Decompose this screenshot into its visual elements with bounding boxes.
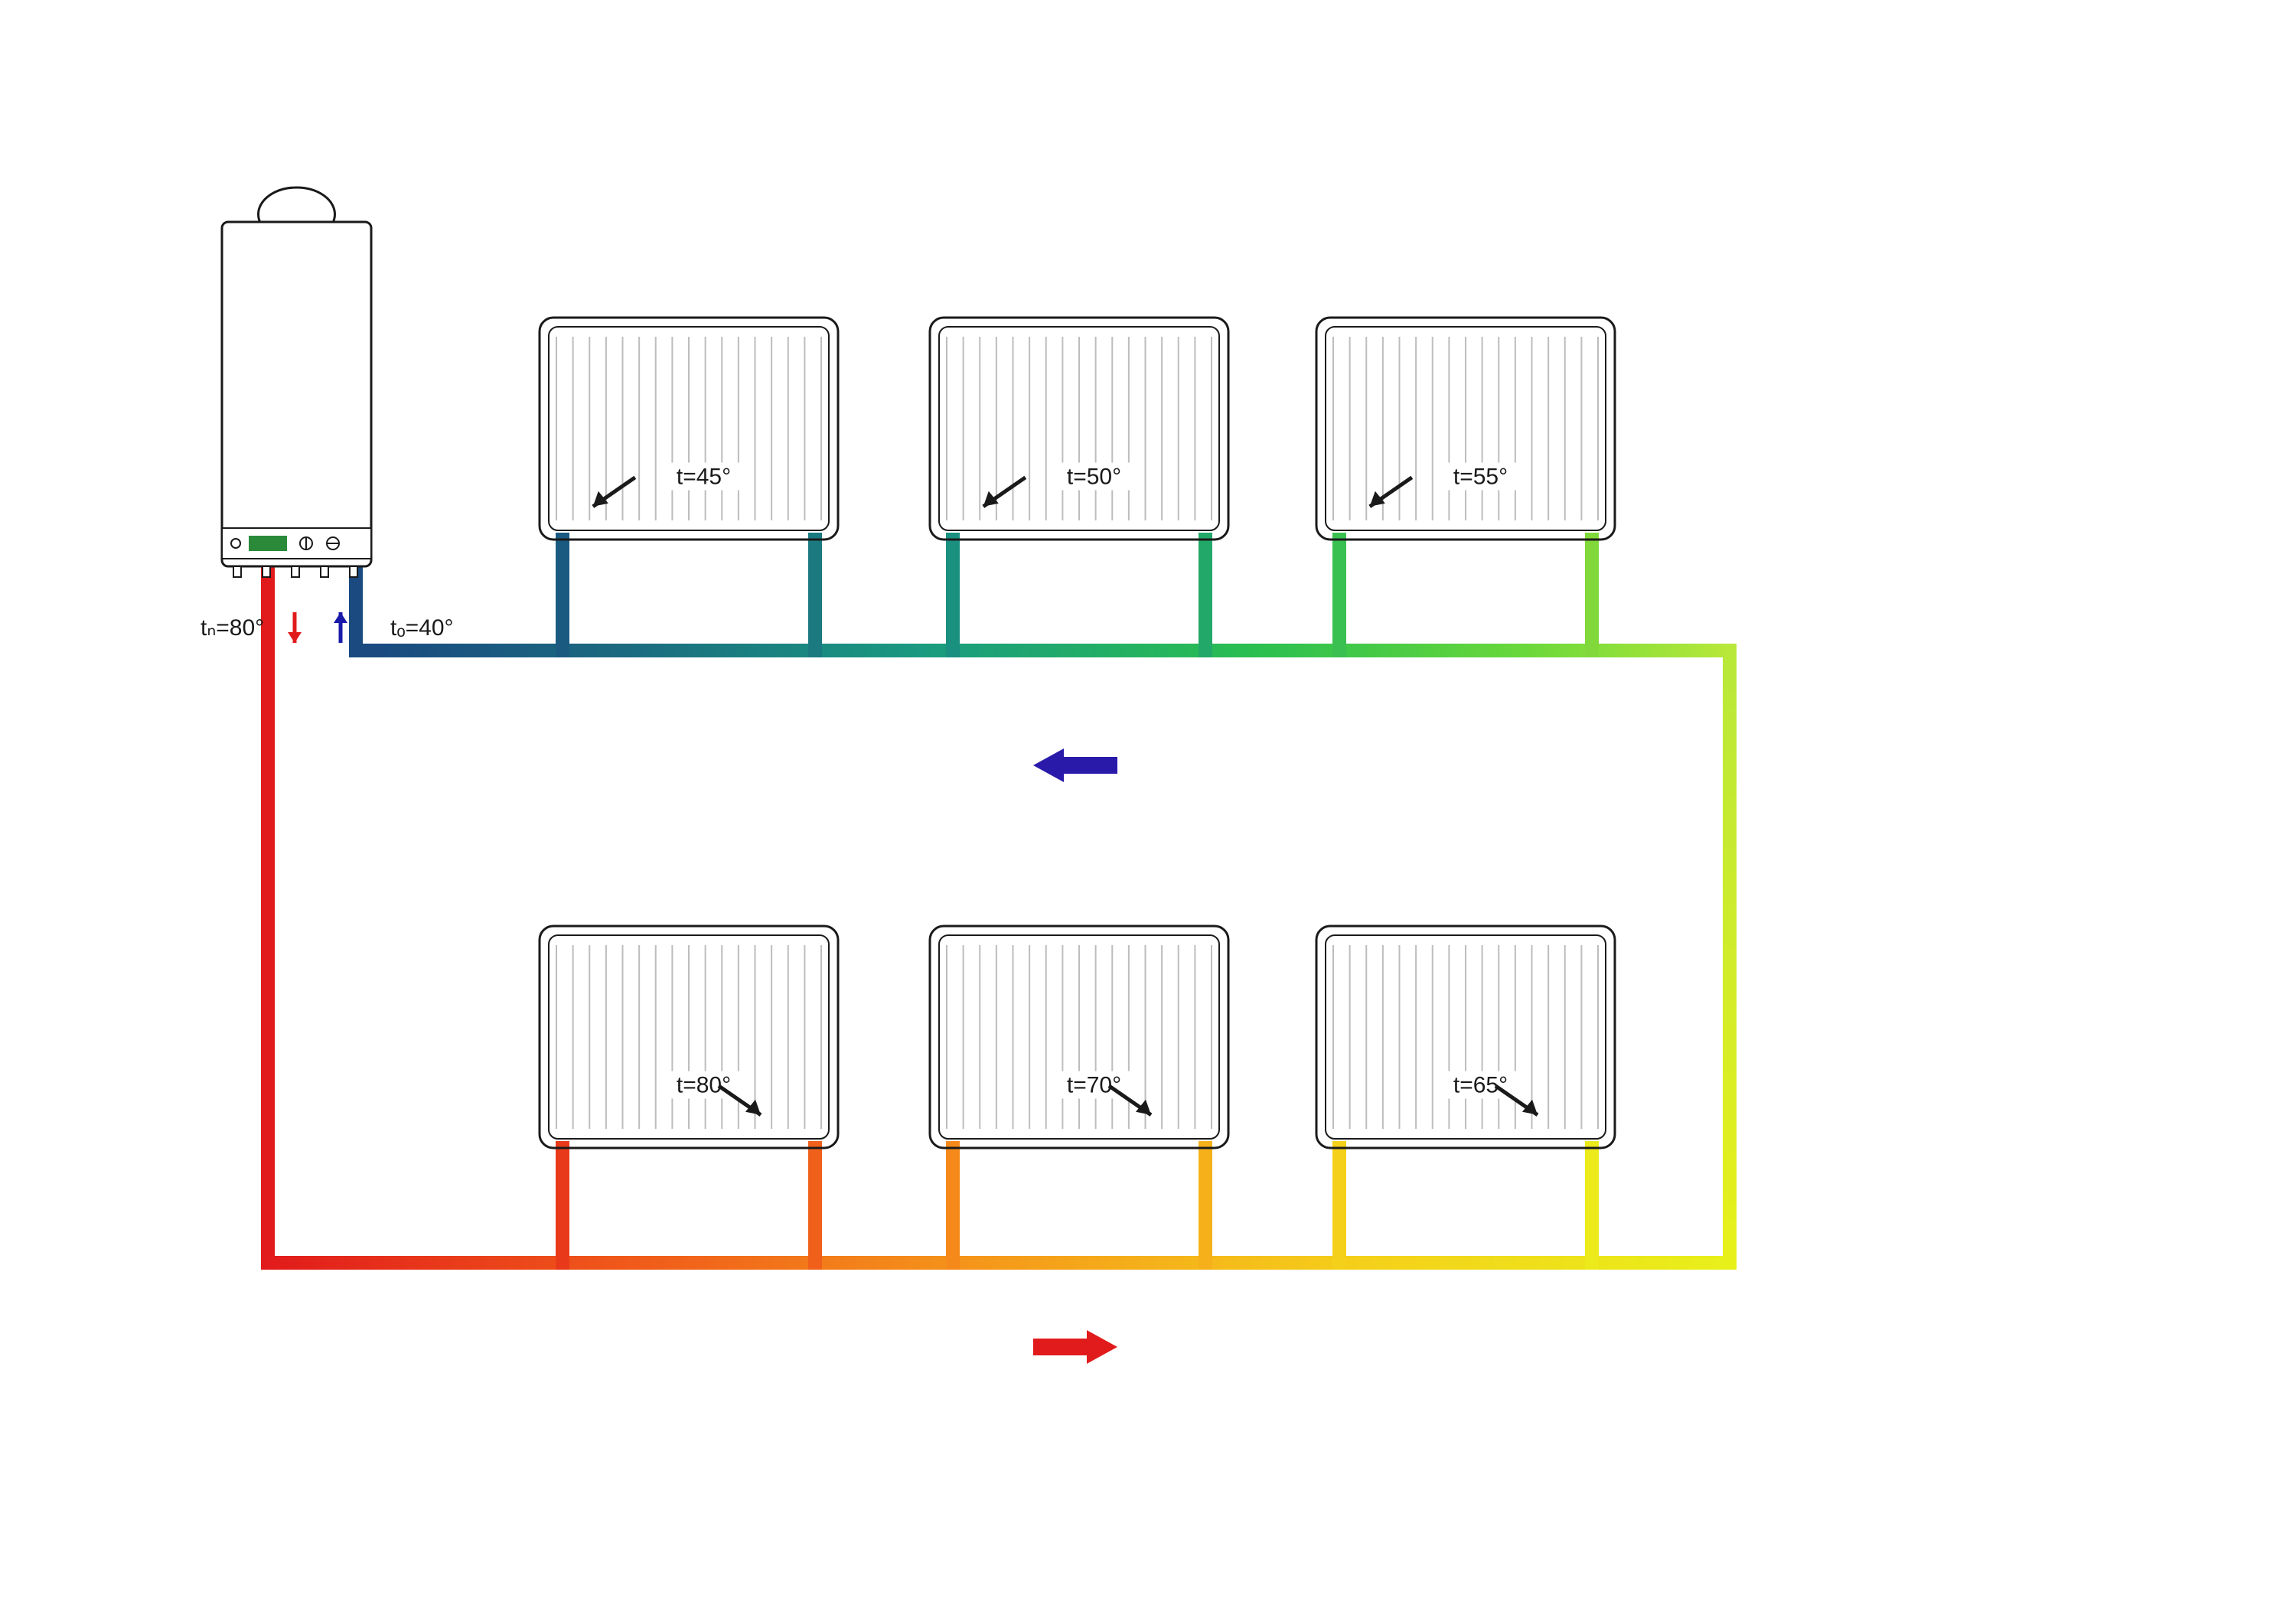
boiler-supply-arrow-icon [288, 612, 302, 643]
boiler-supply-temp-label: tₙ=80° [201, 615, 264, 641]
radiator-r6: t=65° [1316, 926, 1615, 1148]
radiator-temp-label: t=45° [677, 465, 731, 490]
radiator-flow-arrow-icon [593, 478, 635, 507]
boiler-connector [263, 566, 270, 577]
radiator-temp-label: t=65° [1453, 1073, 1508, 1098]
radiator-flow-arrow-icon [983, 478, 1026, 507]
radiator-r1: t=45° [540, 318, 838, 540]
boiler-return-arrow-icon [334, 612, 347, 643]
return-flow-arrow-icon [1033, 748, 1117, 782]
radiator-temp-label: t=50° [1067, 465, 1121, 490]
radiator-r5: t=70° [930, 926, 1228, 1148]
radiator-temp-label: t=80° [677, 1073, 731, 1098]
radiator-temp-label: t=55° [1453, 465, 1508, 490]
radiator-r2: t=50° [930, 318, 1228, 540]
radiator-temp-label: t=70° [1067, 1073, 1121, 1098]
radiator-r3: t=55° [1316, 318, 1615, 540]
boiler-return-temp-label: tₒ=40° [390, 615, 454, 641]
boiler-display [249, 536, 287, 551]
supply-flow-arrow-icon [1033, 1330, 1117, 1364]
boiler [222, 188, 371, 577]
heating-diagram: t=45° t=50° t=55° t=80° t=70° t=65° tₙ=80° tₒ=… [0, 0, 2296, 1624]
radiator-r4: t=80° [540, 926, 838, 1148]
radiator-flow-arrow-icon [1370, 478, 1412, 507]
boiler-connector [292, 566, 299, 577]
boiler-connector [233, 566, 241, 577]
boiler-body [222, 222, 371, 566]
boiler-connector [350, 566, 357, 577]
boiler-connector [321, 566, 328, 577]
boiler-panel [222, 528, 371, 559]
